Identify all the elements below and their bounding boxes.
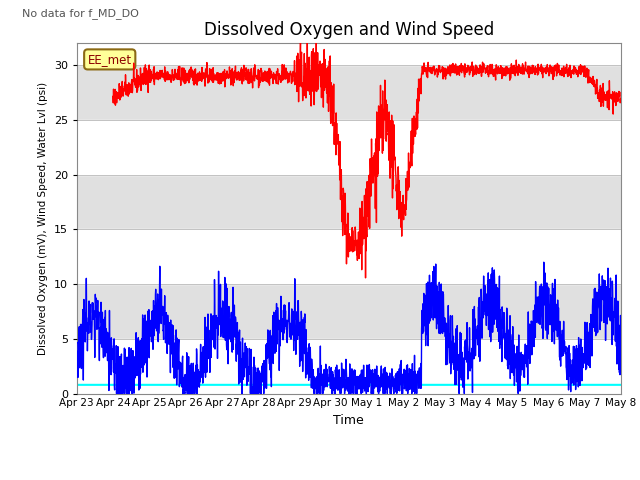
WaterLevel — [601, 382, 609, 388]
Legend: DisOxy, ws, WaterLevel: DisOxy, ws, WaterLevel — [191, 477, 506, 480]
WaterLevel — [73, 382, 81, 388]
Bar — [77, 339, 621, 394]
Text: EE_met: EE_met — [88, 53, 132, 66]
Title: Dissolved Oxygen and Wind Speed: Dissolved Oxygen and Wind Speed — [204, 21, 494, 39]
Text: No data for f_MD_DO: No data for f_MD_DO — [22, 8, 140, 19]
DisOxy — [601, 97, 609, 103]
WaterLevel — [323, 382, 331, 388]
ws — [73, 358, 81, 364]
ws — [502, 331, 509, 336]
WaterLevel — [601, 382, 609, 388]
ws — [617, 335, 625, 340]
ws — [602, 337, 609, 343]
ws — [338, 360, 346, 366]
ws — [540, 259, 548, 265]
Bar — [77, 229, 621, 284]
WaterLevel — [337, 382, 345, 388]
DisOxy — [337, 167, 345, 172]
Bar — [77, 120, 621, 175]
X-axis label: Time: Time — [333, 414, 364, 427]
WaterLevel — [501, 382, 509, 388]
ws — [602, 308, 609, 314]
DisOxy — [501, 66, 509, 72]
ws — [100, 347, 108, 352]
Line: DisOxy: DisOxy — [113, 40, 621, 278]
ws — [113, 391, 120, 396]
DisOxy — [601, 94, 609, 99]
Line: ws: ws — [77, 262, 621, 394]
DisOxy — [323, 80, 331, 85]
Y-axis label: Dissolved Oxygen (mV), Wind Speed, Water Lvl (psi): Dissolved Oxygen (mV), Wind Speed, Water… — [38, 82, 48, 355]
WaterLevel — [617, 382, 625, 388]
Bar — [77, 11, 621, 65]
WaterLevel — [100, 382, 108, 388]
ws — [323, 384, 331, 390]
DisOxy — [617, 99, 625, 105]
